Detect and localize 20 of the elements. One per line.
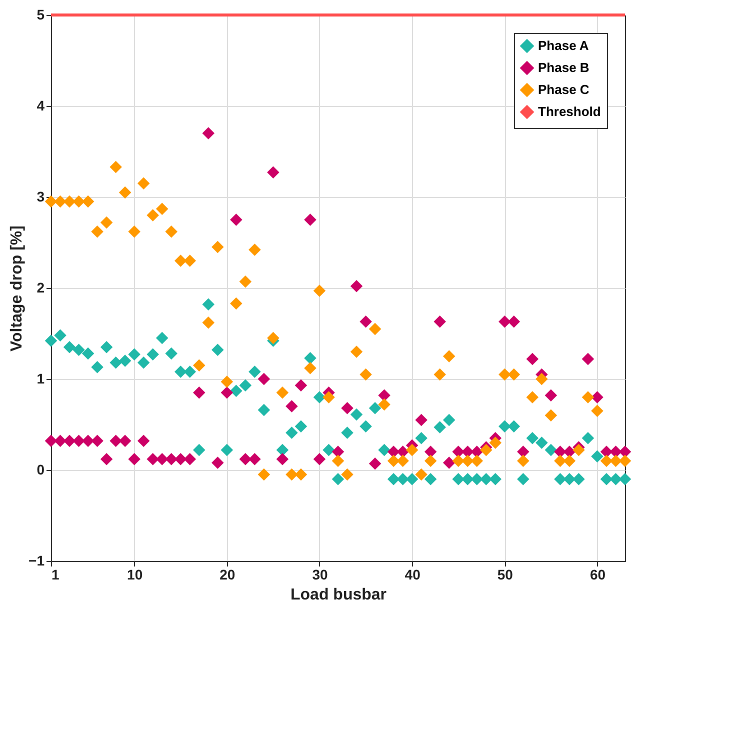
y-tick-label: 5 bbox=[36, 6, 45, 22]
x-tick-label: 10 bbox=[127, 566, 143, 582]
x-tick-label: 20 bbox=[220, 566, 236, 582]
y-tick-label: 1 bbox=[36, 370, 45, 386]
legend-label: Phase C bbox=[538, 82, 590, 97]
x-tick-label: 60 bbox=[590, 566, 606, 582]
legend-label: Threshold bbox=[538, 104, 601, 119]
legend-label: Phase A bbox=[538, 38, 590, 53]
y-tick-label: 3 bbox=[36, 188, 45, 204]
x-tick-label: 50 bbox=[497, 566, 514, 582]
y-tick-label: 4 bbox=[36, 98, 45, 114]
x-axis-title: Load busbar bbox=[290, 586, 387, 604]
y-tick-label: −1 bbox=[28, 552, 45, 568]
y-tick-label: 0 bbox=[36, 462, 45, 478]
y-axis-title: Voltage drop [%] bbox=[8, 226, 26, 352]
y-tick-label: 2 bbox=[36, 280, 45, 296]
x-tick-label: 40 bbox=[404, 566, 421, 582]
legend-label: Phase B bbox=[538, 60, 590, 75]
x-tick-label: 30 bbox=[312, 566, 328, 582]
x-tick-label: 1 bbox=[52, 566, 60, 582]
